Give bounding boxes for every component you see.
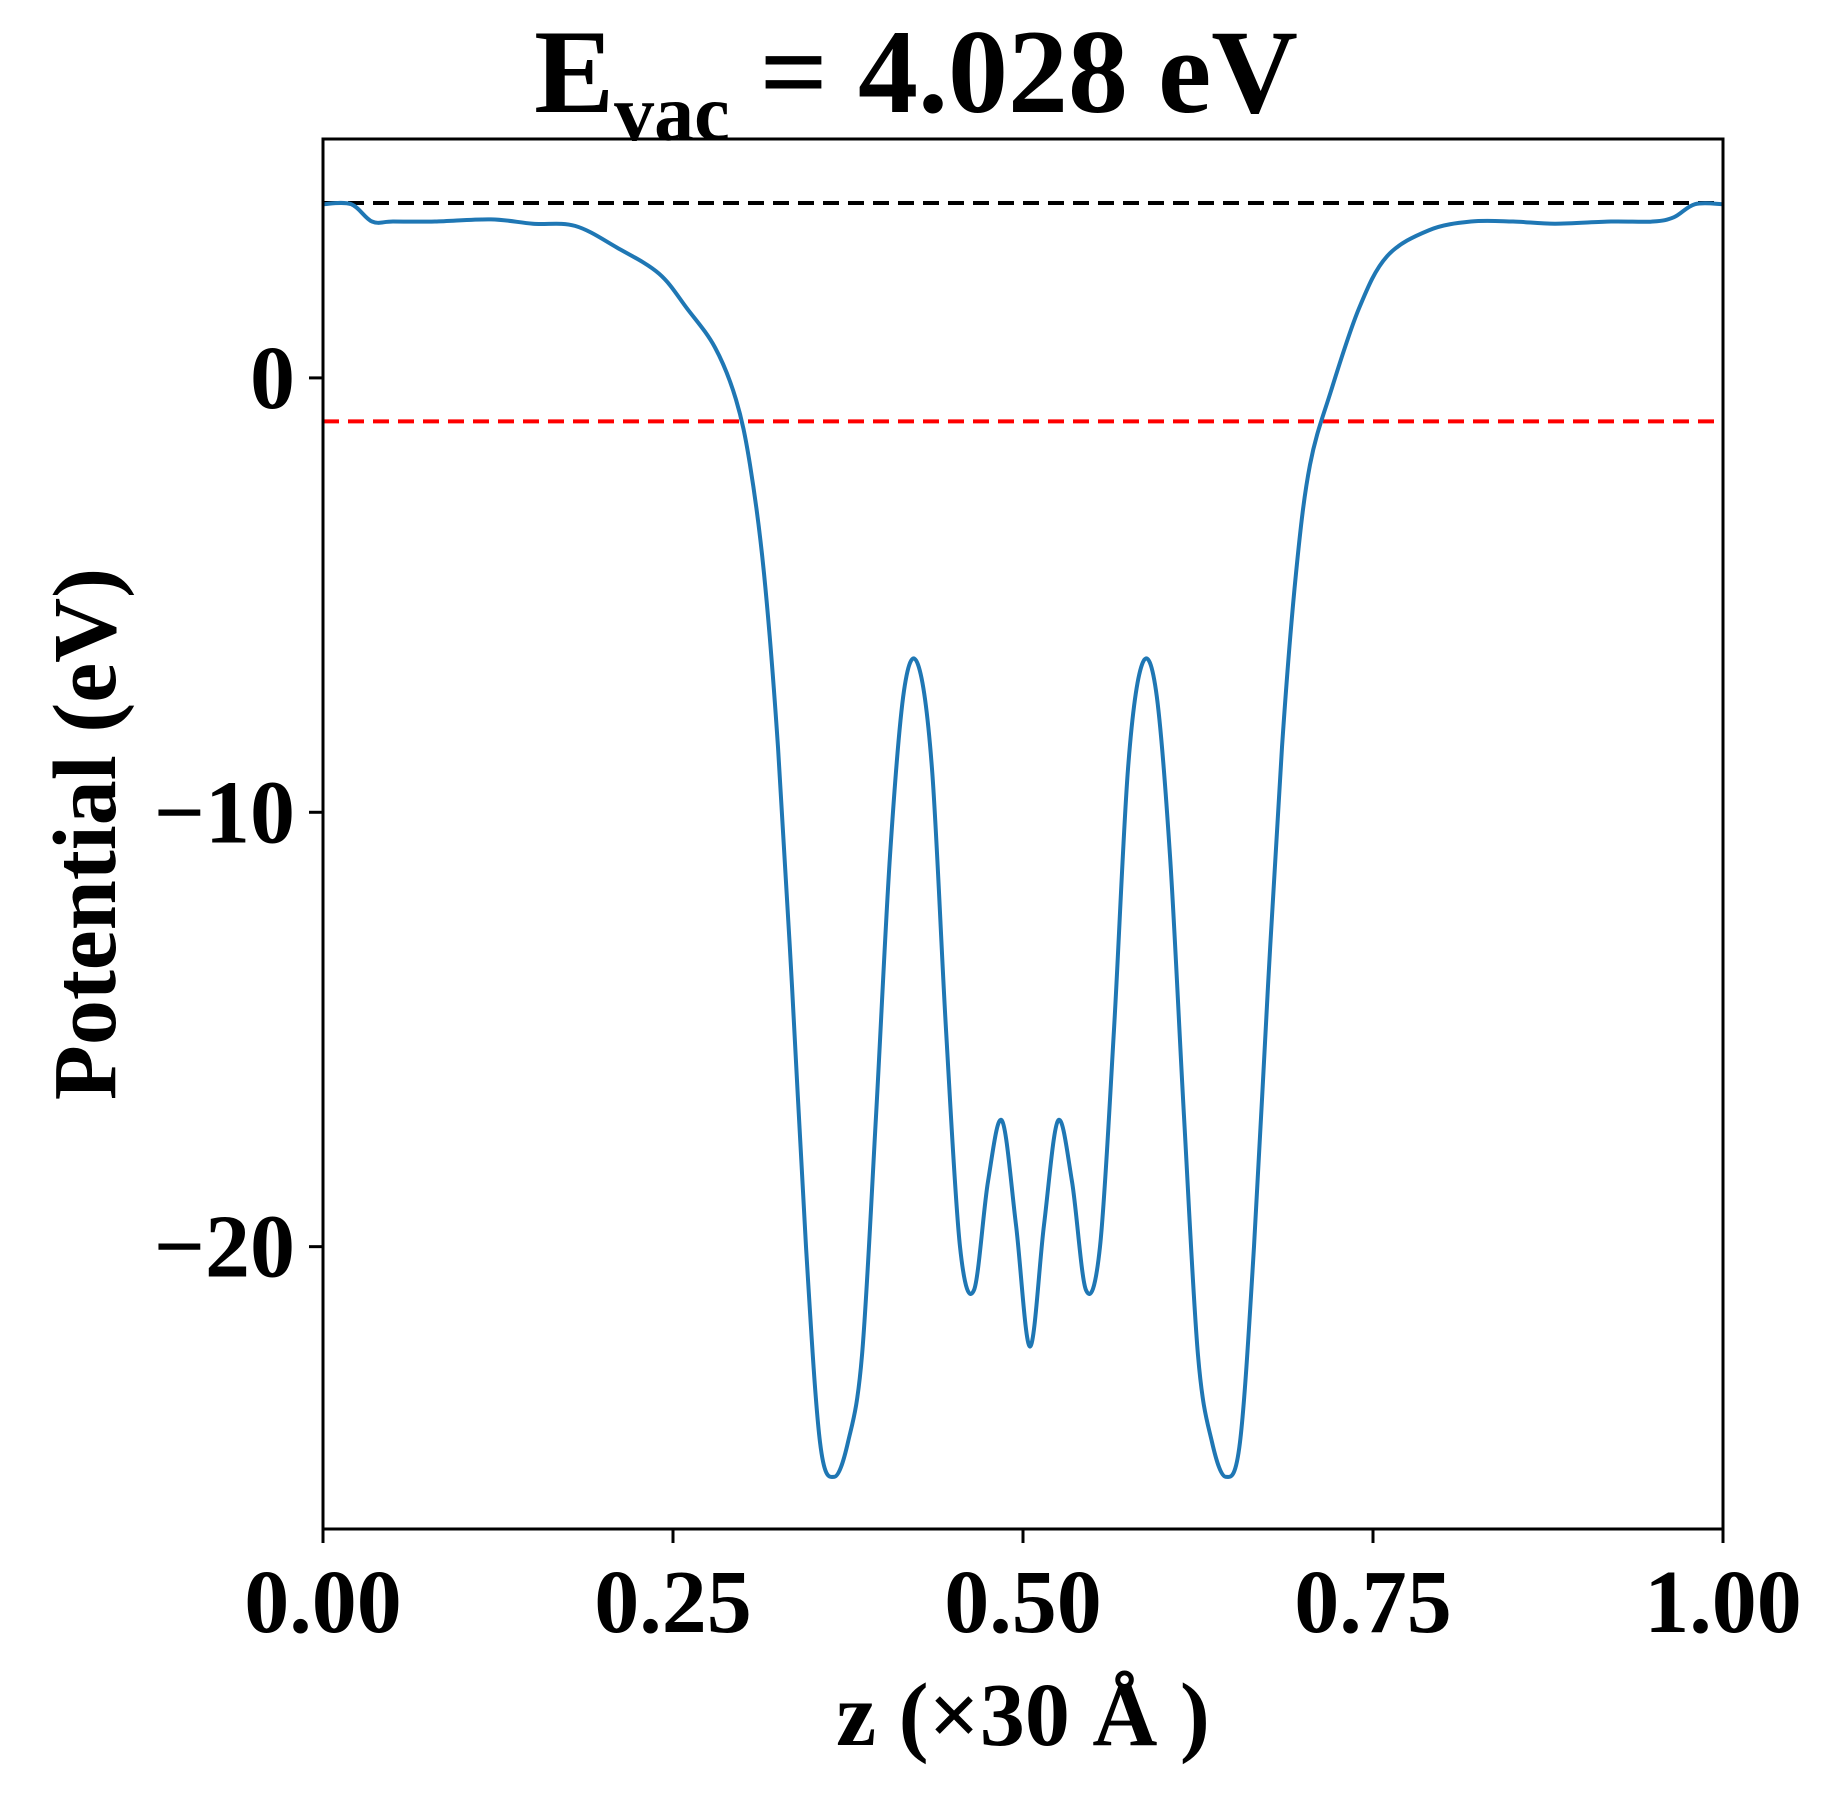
x-tick-label: 0.25 [594,1553,752,1652]
x-tick-label: 0.75 [1294,1553,1452,1652]
title-main: E [534,5,614,138]
y-tick-label: 0 [250,329,295,428]
y-axis-label: Potential (eV) [36,568,135,1100]
x-tick-label: 1.00 [1644,1553,1802,1652]
plot-frame [321,137,1725,1531]
x-axis-label: z (×30 Å ) [836,1666,1210,1765]
title-subscript: vac [614,70,730,158]
x-tick-label: 0.00 [244,1553,402,1652]
x-axis: 0.00 0.25 0.50 0.75 1.00 [244,1529,1802,1652]
y-axis: 0 −10 −20 [154,329,323,1297]
title-rest: = 4.028 eV [730,5,1298,138]
x-tick-label: 0.50 [944,1553,1102,1652]
chart-title: Evac = 4.028 eV [534,5,1298,158]
series-line-1 [323,200,1723,1479]
y-tick-label: −10 [154,763,295,862]
y-tick-label: −20 [154,1198,295,1297]
plot-area [323,200,1723,1479]
